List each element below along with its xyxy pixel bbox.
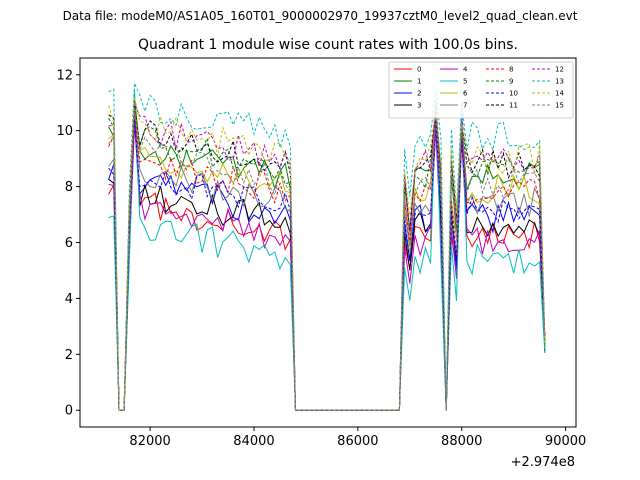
series-line-10 [108, 119, 546, 411]
plot-lines [108, 82, 546, 411]
legend-label-15: 15 [555, 102, 564, 110]
legend-label-9: 9 [509, 78, 513, 86]
legend-label-4: 4 [463, 66, 468, 74]
series-line-15 [108, 108, 546, 411]
series-line-12 [108, 102, 546, 411]
legend-frame [388, 61, 574, 119]
chart-title: Quadrant 1 module wise count rates with … [138, 37, 518, 53]
y-tick-label: 10 [56, 124, 73, 139]
x-tick-label: 84000 [233, 434, 274, 449]
legend-label-7: 7 [463, 102, 467, 110]
y-tick-label: 12 [56, 68, 73, 83]
legend-label-3: 3 [417, 102, 421, 110]
legend-label-14: 14 [555, 90, 564, 98]
y-tick-label: 8 [65, 180, 73, 195]
legend-label-6: 6 [463, 90, 468, 98]
legend-label-13: 13 [555, 78, 564, 86]
legend-label-5: 5 [463, 78, 467, 86]
x-axis: 82000 84000 86000 88000 90000 [129, 427, 586, 449]
legend-label-0: 0 [417, 66, 421, 74]
x-tick-label: 82000 [129, 434, 170, 449]
chart-suptitle: Data file: modeM0/AS1A05_160T01_90000029… [63, 9, 578, 23]
y-tick-label: 0 [65, 404, 73, 419]
series-line-0 [108, 108, 546, 411]
y-tick-label: 4 [65, 292, 73, 307]
x-tick-label: 90000 [545, 434, 586, 449]
series-line-9 [108, 99, 546, 411]
series-line-7 [108, 111, 546, 411]
y-tick-label: 6 [65, 236, 73, 251]
series-line-4 [108, 125, 546, 411]
legend-label-11: 11 [509, 102, 518, 110]
y-tick-label: 2 [65, 348, 73, 363]
series-line-3 [108, 116, 546, 411]
y-axis: 0 2 4 6 8 10 12 [56, 68, 80, 419]
legend-label-2: 2 [417, 90, 421, 98]
x-tick-label: 86000 [337, 434, 378, 449]
x-tick-label: 88000 [441, 434, 482, 449]
series-line-13 [108, 82, 546, 411]
series-line-8 [108, 111, 546, 411]
legend-label-1: 1 [417, 78, 421, 86]
legend-label-12: 12 [555, 66, 564, 74]
legend-label-10: 10 [509, 90, 518, 98]
legend-label-8: 8 [509, 66, 513, 74]
x-offset-label: +2.974e8 [511, 455, 575, 470]
